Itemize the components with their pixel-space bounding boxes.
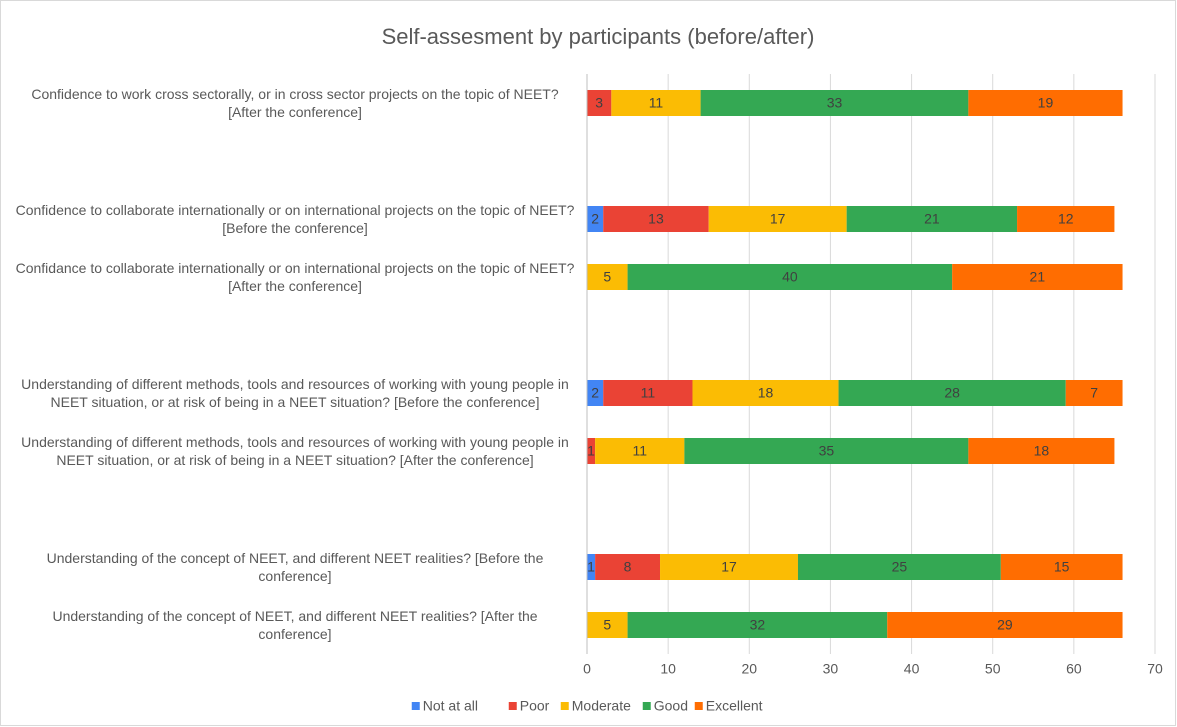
data-label: 11 (649, 95, 664, 111)
data-label: 21 (1030, 269, 1046, 285)
bar-segment (595, 554, 661, 580)
bar-segment (887, 612, 1123, 638)
y-tick-label: Confidance to collaborate internationall… (15, 260, 575, 294)
x-tick-label: 20 (741, 661, 757, 677)
chart-title: Self-assesment by participants (before/a… (382, 24, 815, 49)
data-label: 12 (1058, 211, 1074, 227)
x-tick-label: 60 (1066, 661, 1082, 677)
data-label: 13 (648, 211, 664, 227)
data-label: 28 (944, 385, 960, 401)
legend-swatch (411, 702, 420, 710)
y-tick-label: Understanding of the concept of NEET, an… (46, 550, 544, 584)
bar-segment (587, 612, 628, 638)
legend-label: Excellent (706, 698, 763, 714)
y-tick-label: Understanding of different methods, tool… (21, 434, 569, 468)
data-label: 17 (770, 211, 786, 227)
bar-segment (587, 264, 628, 290)
bar-segment (968, 90, 1123, 116)
data-label: 35 (819, 443, 835, 459)
bar-segment (603, 206, 709, 232)
bar-segment (587, 438, 596, 464)
bar-segment (627, 612, 888, 638)
data-label: 15 (1054, 559, 1070, 575)
data-label: 2 (591, 211, 599, 227)
legend-swatch (508, 702, 517, 710)
bar-segment (700, 90, 969, 116)
legend-swatch (560, 702, 569, 710)
data-label: 2 (591, 385, 599, 401)
y-tick-label: Understanding of the concept of NEET, an… (52, 608, 538, 642)
data-label: 5 (603, 617, 611, 633)
y-tick-label: Understanding of different methods, tool… (21, 376, 569, 410)
legend-label: Not at all (423, 698, 478, 714)
data-label: 1 (587, 443, 595, 459)
data-label: 11 (632, 443, 647, 459)
bar-segment (603, 380, 693, 406)
bar-segment (587, 90, 612, 116)
bar-segment (1017, 206, 1115, 232)
bar-segment (797, 554, 1001, 580)
data-label: 18 (758, 385, 774, 401)
bar-segment (838, 380, 1066, 406)
data-label: 32 (750, 617, 766, 633)
data-label: 25 (892, 559, 908, 575)
bar-segment (684, 438, 969, 464)
y-tick-label: Confidence to work cross sectorally, or … (31, 86, 559, 120)
data-label: 8 (624, 559, 632, 575)
data-label: 17 (721, 559, 737, 575)
bar-segment (708, 206, 847, 232)
bar-segment (587, 554, 596, 580)
legend-label: Good (654, 698, 688, 714)
bar-segment (627, 264, 953, 290)
bar-segment (660, 554, 798, 580)
data-label: 18 (1034, 443, 1050, 459)
x-tick-label: 0 (583, 661, 591, 677)
legend-swatch (694, 702, 703, 710)
x-tick-label: 40 (904, 661, 920, 677)
data-label: 40 (782, 269, 798, 285)
bar-segment (1065, 380, 1123, 406)
data-label: 19 (1038, 95, 1054, 111)
data-label: 3 (595, 95, 603, 111)
bar-segment (587, 206, 604, 232)
bar-segment (952, 264, 1123, 290)
bar-segment (1000, 554, 1123, 580)
data-label: 7 (1090, 385, 1098, 401)
bar-segment (692, 380, 839, 406)
data-label: 5 (603, 269, 611, 285)
bar-segment (846, 206, 1018, 232)
legend-swatch (642, 702, 651, 710)
x-tick-label: 70 (1147, 661, 1163, 677)
x-tick-label: 50 (985, 661, 1001, 677)
y-tick-label: Confidence to collaborate internationall… (15, 202, 575, 236)
bar-segment (587, 380, 604, 406)
bar-segment (595, 438, 685, 464)
data-label: 11 (641, 385, 656, 401)
x-tick-label: 30 (823, 661, 839, 677)
data-label: 1 (587, 559, 595, 575)
legend-label: Moderate (572, 698, 631, 714)
data-label: 29 (997, 617, 1013, 633)
x-tick-label: 10 (660, 661, 676, 677)
data-label: 21 (924, 211, 940, 227)
bar-segment (611, 90, 701, 116)
bar-segment (968, 438, 1115, 464)
data-label: 33 (827, 95, 843, 111)
legend-label: Poor (520, 698, 550, 714)
